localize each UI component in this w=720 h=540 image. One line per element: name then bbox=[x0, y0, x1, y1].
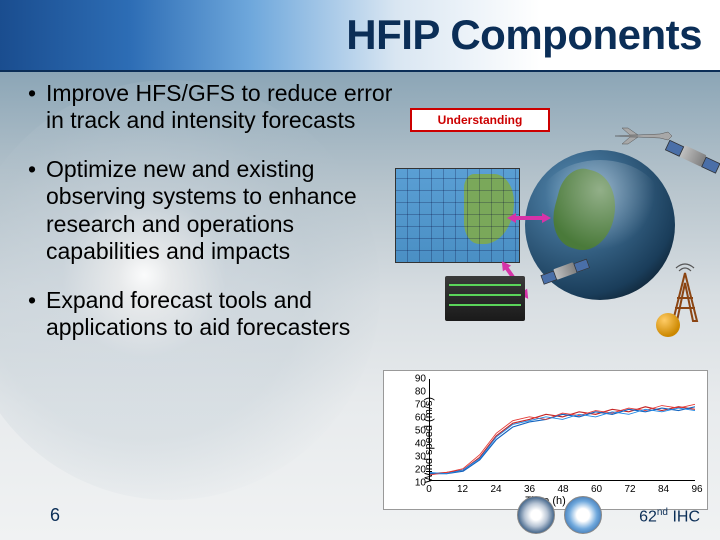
bullet-list: • Improve HFS/GFS to reduce error in tra… bbox=[28, 80, 408, 363]
bullet-item: • Improve HFS/GFS to reduce error in tra… bbox=[28, 80, 408, 134]
chart-x-tick: 0 bbox=[426, 484, 432, 495]
bullet-text: Expand forecast tools and applications t… bbox=[46, 287, 408, 341]
satellite-icon bbox=[679, 145, 706, 167]
bullet-dot-icon: • bbox=[28, 287, 46, 341]
chart-y-tick: 70 bbox=[410, 400, 426, 411]
slide: HFIP Components • Improve HFS/GFS to red… bbox=[0, 0, 720, 540]
bullet-text: Optimize new and existing observing syst… bbox=[46, 156, 408, 265]
page-number: 6 bbox=[50, 505, 60, 526]
chart-x-tick: 48 bbox=[557, 484, 568, 495]
footer-conference: 62nd IHC bbox=[639, 507, 700, 526]
footer-text: IHC bbox=[668, 508, 700, 525]
bullet-item: • Optimize new and existing observing sy… bbox=[28, 156, 408, 265]
chart-y-tick: 20 bbox=[410, 465, 426, 476]
bullet-dot-icon: • bbox=[28, 156, 46, 265]
map-panel-icon bbox=[395, 168, 520, 263]
wind-speed-chart: Wind speed (m/s) Time (h) 10203040506070… bbox=[383, 370, 708, 510]
chart-x-tick: 12 bbox=[457, 484, 468, 495]
agency-seal-icon bbox=[517, 496, 555, 534]
buoy-icon bbox=[656, 313, 680, 337]
observing-diagram: Understanding bbox=[400, 108, 710, 338]
noaa-seal-icon bbox=[564, 496, 602, 534]
chart-x-tick: 72 bbox=[624, 484, 635, 495]
chart-x-tick: 36 bbox=[524, 484, 535, 495]
server-rack-icon bbox=[445, 276, 525, 321]
bullet-text: Improve HFS/GFS to reduce error in track… bbox=[46, 80, 408, 134]
chart-lines bbox=[430, 379, 695, 480]
chart-y-tick: 90 bbox=[410, 374, 426, 385]
footer-ordinal: nd bbox=[657, 507, 668, 518]
chart-x-tick: 96 bbox=[691, 484, 702, 495]
chart-x-tick: 84 bbox=[658, 484, 669, 495]
title-bar: HFIP Components bbox=[0, 0, 720, 72]
chart-y-tick: 80 bbox=[410, 387, 426, 398]
chart-plot-area bbox=[429, 379, 695, 481]
chart-y-tick: 50 bbox=[410, 426, 426, 437]
chart-y-tick: 60 bbox=[410, 413, 426, 424]
chart-x-tick: 24 bbox=[490, 484, 501, 495]
slide-title: HFIP Components bbox=[346, 11, 702, 59]
bullet-dot-icon: • bbox=[28, 80, 46, 134]
footer-num: 62 bbox=[639, 508, 657, 525]
understanding-label: Understanding bbox=[410, 108, 550, 132]
bullet-item: • Expand forecast tools and applications… bbox=[28, 287, 408, 341]
chart-y-tick: 10 bbox=[410, 478, 426, 489]
chart-y-tick: 40 bbox=[410, 439, 426, 450]
bidirectional-arrow-icon bbox=[515, 216, 543, 220]
chart-x-tick: 60 bbox=[591, 484, 602, 495]
chart-y-tick: 30 bbox=[410, 452, 426, 463]
